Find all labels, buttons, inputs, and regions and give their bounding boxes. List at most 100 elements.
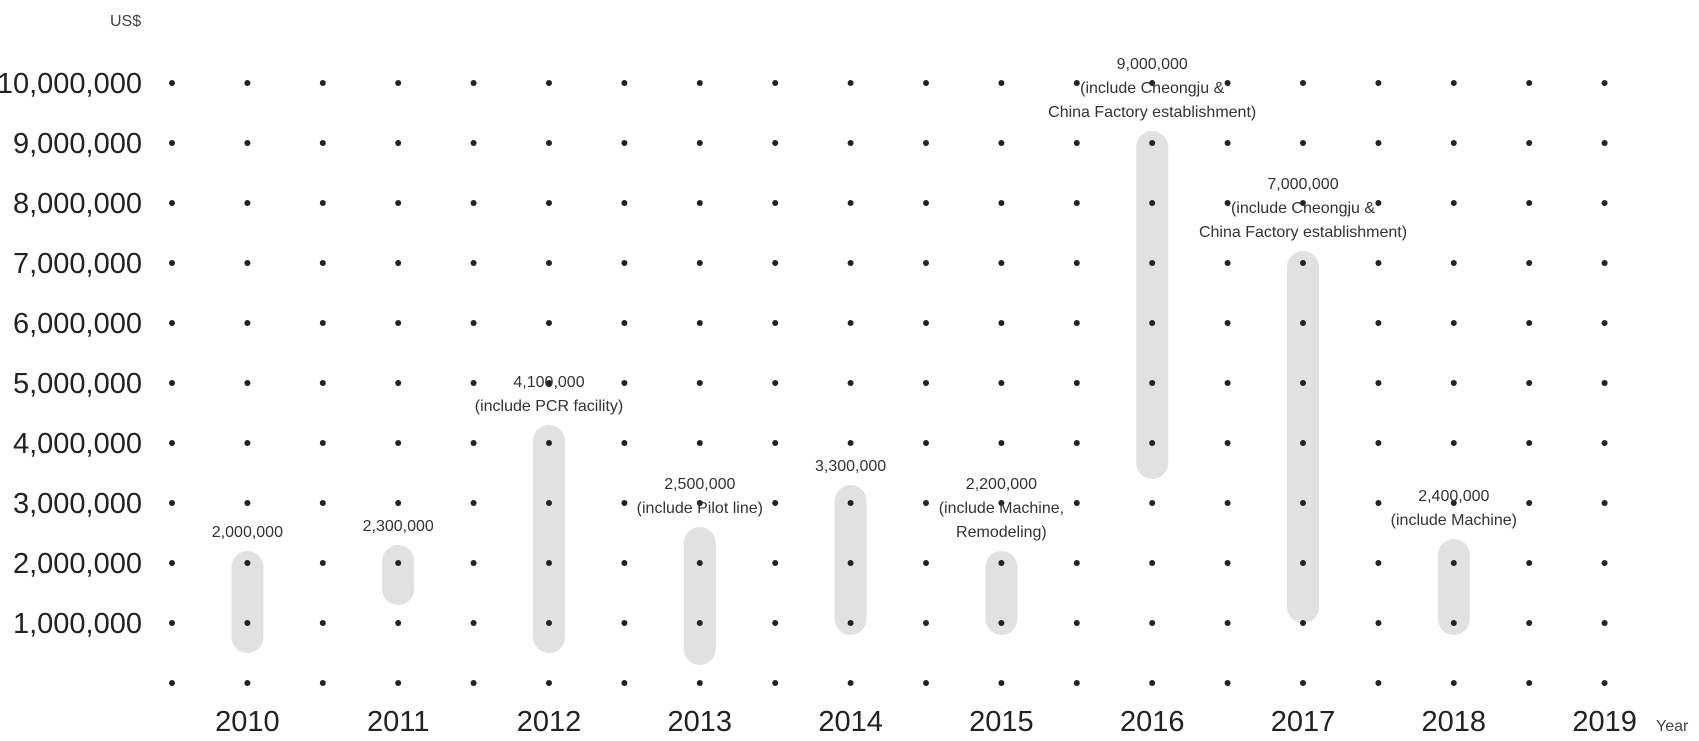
grid-dot [1224,320,1231,326]
grid-dot [1375,560,1382,566]
grid-dot [847,140,854,146]
grid-dot [696,500,703,506]
grid-dot [772,260,779,266]
dot-grid [169,80,1608,686]
grid-dot [319,620,326,626]
grid-dot [244,560,251,566]
grid-dot [546,200,552,206]
grid-dot [1149,320,1156,326]
x-tick-label: 2018 [1422,706,1487,738]
bar-2016 [1136,131,1169,479]
grid-dot [1224,680,1231,686]
grid-dot [923,80,929,86]
grid-dot [244,380,251,386]
data-label-2010: 2,000,000 [212,524,283,541]
grid-dot [1375,320,1382,326]
grid-dot [546,80,552,86]
grid-dot [998,380,1005,386]
grid-dot [1375,200,1382,206]
grid-dot [847,260,854,266]
grid-dot [1526,80,1533,86]
data-label-2014: 3,300,000 [815,458,886,475]
grid-dot [1224,380,1231,386]
grid-dot [244,320,251,326]
grid-dot [244,140,251,146]
grid-dot [847,620,854,626]
data-label-2015: (include Machine, [939,500,1064,517]
grid-dot [1526,560,1533,566]
grid-dot [621,80,628,86]
grid-dot [696,140,703,146]
grid-dot [1149,440,1156,446]
grid-dot [1375,620,1382,626]
grid-dot [998,200,1005,206]
grid-dot [923,380,929,386]
data-label-2016: 9,000,000 [1117,56,1188,73]
grid-dot [169,320,175,326]
grid-dot [1375,140,1382,146]
grid-dot [1300,560,1306,566]
grid-dot [772,560,779,566]
grid-dot [1224,80,1231,86]
grid-dot [1526,140,1533,146]
grid-dot [1073,380,1080,386]
grid-dot [1601,200,1608,206]
grid-dot [1149,80,1156,86]
grid-dot [1073,440,1080,446]
grid-dot [847,500,854,506]
x-tick-label: 2014 [818,706,883,738]
grid-dot [1149,500,1156,506]
grid-dot [923,260,929,266]
grid-dot [1375,440,1382,446]
grid-dot [772,80,779,86]
grid-dot [169,200,175,206]
bar-2011 [382,545,415,605]
y-axis-unit: US$ [110,13,141,30]
grid-dot [1375,380,1382,386]
grid-dot [772,380,779,386]
grid-dot [1450,500,1457,506]
grid-dot [319,80,326,86]
grid-dot [998,500,1005,506]
grid-dot [1300,620,1306,626]
grid-dot [1450,380,1457,386]
grid-dot [1450,440,1457,446]
grid-dot [546,560,552,566]
grid-dot [847,200,854,206]
grid-dot [395,560,402,566]
grid-dot [1450,260,1457,266]
grid-dot [1224,260,1231,266]
y-tick-label: 5,000,000 [13,368,142,400]
grid-dot [1300,680,1306,686]
grid-dot [621,560,628,566]
grid-dot [1224,440,1231,446]
grid-dot [1450,620,1457,626]
grid-dot [244,260,251,266]
grid-dot [319,560,326,566]
grid-dot [319,500,326,506]
grid-dot [244,620,251,626]
x-tick-label: 2017 [1271,706,1336,738]
grid-dot [395,680,402,686]
grid-dot [470,500,477,506]
grid-dot [1224,200,1231,206]
grid-dot [1375,500,1382,506]
grid-dot [1300,260,1306,266]
grid-dot [319,440,326,446]
grid-dot [1375,680,1382,686]
data-label-2015: Remodeling) [956,524,1047,541]
y-tick-label: 8,000,000 [13,188,142,220]
grid-dot [1300,380,1306,386]
y-tick-label: 1,000,000 [13,608,142,640]
grid-dot [621,500,628,506]
grid-dot [1450,200,1457,206]
grid-dot [546,620,552,626]
grid-dot [772,140,779,146]
grid-dot [1450,320,1457,326]
data-label-2013: 2,500,000 [664,476,735,493]
grid-dot [395,80,402,86]
bar-2015 [985,551,1018,635]
y-tick-label: 7,000,000 [13,248,142,280]
grid-dot [1300,500,1306,506]
grid-dot [470,380,477,386]
